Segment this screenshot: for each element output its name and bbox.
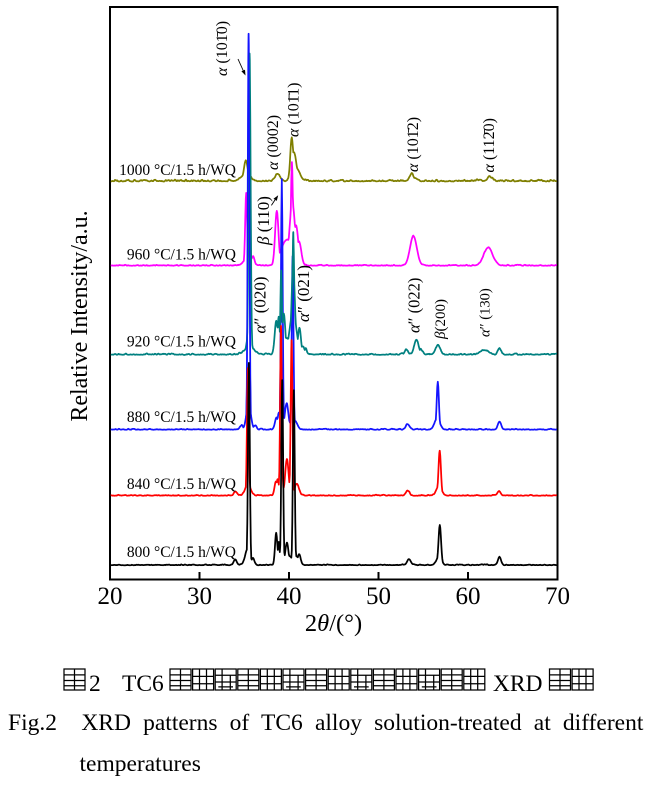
svg-text:30: 30 <box>187 583 212 610</box>
svg-text:20: 20 <box>98 583 123 610</box>
svg-text:α″ (021): α″ (021) <box>294 265 313 322</box>
svg-text:TC6: TC6 <box>122 671 164 697</box>
svg-text:2θ/(°): 2θ/(°) <box>305 610 362 637</box>
svg-text:960 °C/1.5 h/WQ: 960 °C/1.5 h/WQ <box>127 246 236 263</box>
svg-text:60: 60 <box>456 583 481 610</box>
svg-text:920 °C/1.5 h/WQ: 920 °C/1.5 h/WQ <box>127 334 236 351</box>
svg-text:α″ (130): α″ (130) <box>478 288 494 337</box>
svg-text:XRD: XRD <box>493 671 543 697</box>
svg-text:840 °C/1.5 h/WQ: 840 °C/1.5 h/WQ <box>127 476 236 493</box>
svg-text:α″ (022): α″ (022) <box>405 278 424 333</box>
svg-text:2: 2 <box>89 671 101 697</box>
svg-text:temperatures: temperatures <box>80 751 201 777</box>
svg-text:50: 50 <box>366 583 391 610</box>
svg-text:Fig.2 XRD patterns of TC6 all: Fig.2 XRD patterns of TC6 alloy solution… <box>8 710 644 736</box>
svg-text:800 °C/1.5 h/WQ: 800 °C/1.5 h/WQ <box>127 544 236 561</box>
svg-text:α″ (020): α″ (020) <box>251 276 270 333</box>
svg-text:1000 °C/1.5 h/WQ: 1000 °C/1.5 h/WQ <box>119 162 236 179</box>
svg-text:α (101̄2): α (101̄2) <box>405 117 422 172</box>
svg-text:70: 70 <box>545 583 570 610</box>
svg-text:α (101̄1): α (101̄1) <box>286 83 303 137</box>
svg-text:40: 40 <box>277 583 302 610</box>
svg-text:α (101̄0): α (101̄0) <box>214 21 231 76</box>
svg-text:β(200): β(200) <box>433 299 449 340</box>
svg-text:α (112̄0): α (112̄0) <box>481 118 498 172</box>
svg-text:α (0002): α (0002) <box>265 115 282 170</box>
svg-text:β (110): β (110) <box>254 196 273 246</box>
svg-text:Relative Intensity/a.u.: Relative Intensity/a.u. <box>67 210 93 421</box>
svg-text:880 °C/1.5 h/WQ: 880 °C/1.5 h/WQ <box>127 409 236 426</box>
